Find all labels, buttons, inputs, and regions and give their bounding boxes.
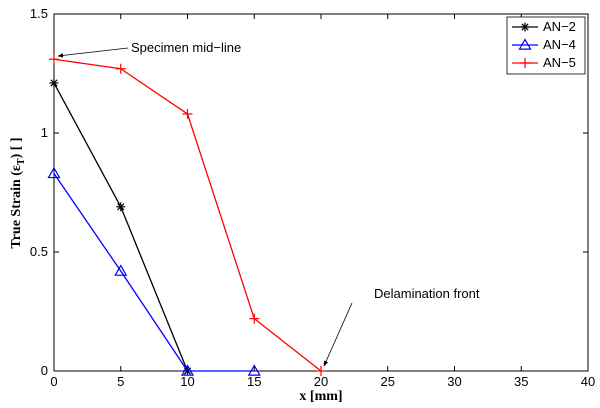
y-axis-label-subscript: T <box>16 158 27 165</box>
y-tick-label: 0 <box>41 363 48 378</box>
x-tick-label: 5 <box>117 374 124 389</box>
data-point <box>115 63 126 74</box>
y-axis: 0 0.5 1 1.5 <box>30 6 588 378</box>
y-tick-label: 1.5 <box>30 6 48 21</box>
x-axis: 0 5 10 15 20 25 30 35 40 <box>50 14 595 389</box>
y-tick-label: 1 <box>41 125 48 140</box>
y-axis-label: True Strain (εT) [ ] <box>9 137 27 248</box>
legend-marker <box>520 22 530 32</box>
legend-marker <box>518 38 532 50</box>
data-point <box>114 264 128 276</box>
x-axis-label: x [mm] <box>299 389 342 404</box>
legend-label: AN−2 <box>543 19 576 34</box>
data-point <box>116 202 126 212</box>
x-tick-label: 15 <box>247 374 261 389</box>
data-point <box>249 313 260 324</box>
legend-marker <box>520 58 530 68</box>
series-1 <box>47 166 261 376</box>
legend-items: AN−2 AN−4 AN−5 <box>512 19 576 70</box>
x-tick-label: 0 <box>50 374 57 389</box>
x-tick-label: 25 <box>381 374 395 389</box>
plot-area <box>53 13 589 372</box>
annotation-arrow-midline <box>57 47 129 58</box>
annotation-specimen-midline: Specimen mid−line <box>57 40 241 58</box>
legend-item: AN−5 <box>512 55 576 70</box>
annotation-text-delamination: Delamination front <box>374 286 480 301</box>
series-layer <box>47 54 326 376</box>
x-tick-label: 30 <box>447 374 461 389</box>
data-point <box>49 78 59 88</box>
legend-label: AN−5 <box>543 55 576 70</box>
series-2 <box>49 54 326 376</box>
legend-label: AN−4 <box>543 37 576 52</box>
legend-item: AN−4 <box>512 37 576 52</box>
data-point <box>180 364 195 376</box>
data-point <box>316 366 326 376</box>
x-tick-label: 40 <box>581 374 595 389</box>
y-axis-label-main: True Strain (ε <box>9 165 24 249</box>
y-axis-label-tail: ) [ ] <box>9 137 24 158</box>
annotation-text-midline: Specimen mid−line <box>131 40 241 55</box>
data-point <box>47 166 61 179</box>
x-tick-label: 20 <box>314 374 328 389</box>
data-point <box>247 364 261 376</box>
x-tick-label: 10 <box>180 374 194 389</box>
x-tick-label: 35 <box>514 374 528 389</box>
series-line <box>53 173 255 372</box>
annotation-arrow-delamination <box>323 302 353 367</box>
data-point <box>182 108 193 119</box>
annotation-delamination-front: Delamination front <box>323 286 480 367</box>
data-point <box>49 54 59 65</box>
y-tick-label: 0.5 <box>30 244 48 259</box>
legend: AN−2 AN−4 AN−5 <box>506 16 586 75</box>
legend-item: AN−2 <box>512 19 576 34</box>
